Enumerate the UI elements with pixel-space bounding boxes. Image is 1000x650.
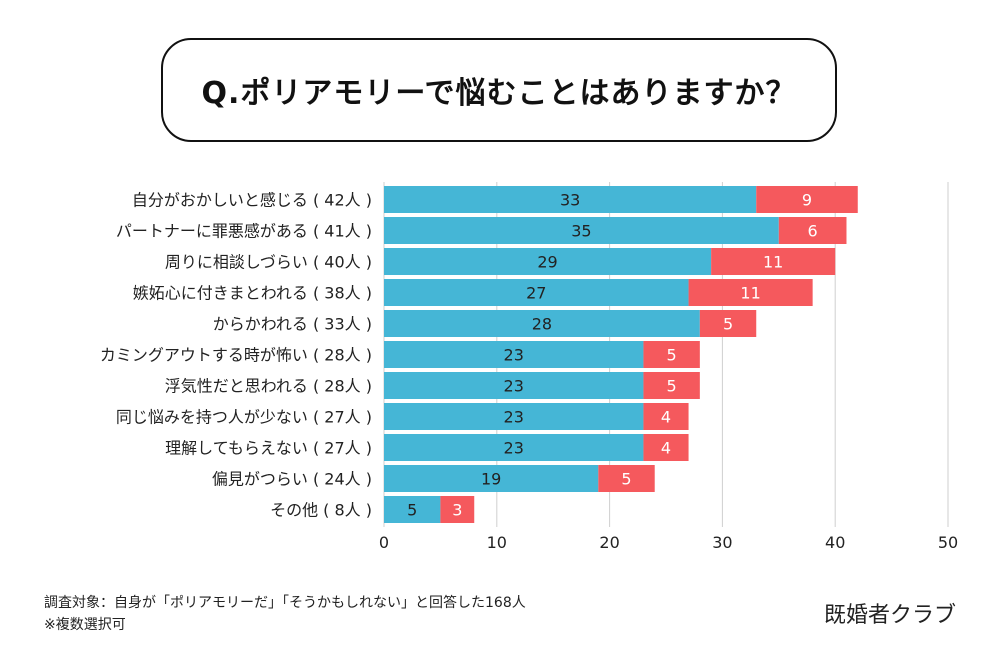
data-label: 5 <box>667 346 677 365</box>
data-label: 5 <box>667 377 677 396</box>
brand-name: 既婚者クラブ <box>823 603 956 628</box>
title-box: Q.ポリアモリーで悩むことはありますか？ <box>161 38 837 142</box>
data-label: 19 <box>481 470 501 489</box>
data-label: 33 <box>560 191 580 210</box>
bar-segment-blue <box>384 310 700 337</box>
bar-segment-red <box>756 186 858 213</box>
category-label: その他 ( 8人 ) <box>270 501 372 520</box>
bar-segment-blue <box>384 217 779 244</box>
bar-segment-red <box>643 372 700 399</box>
data-label: 28 <box>532 315 552 334</box>
footnote-multiple: ※複数選択可 <box>44 617 126 633</box>
data-label: 4 <box>661 439 671 458</box>
x-tick-label: 30 <box>712 533 732 552</box>
footnote: 調査対象：自身が「ポリアモリーだ」「そうかもしれない」と回答した168人 ※複数… <box>44 592 526 636</box>
x-tick-label: 10 <box>487 533 507 552</box>
bar-segment-blue <box>384 496 441 523</box>
data-label: 9 <box>802 191 812 210</box>
data-label: 29 <box>537 253 557 272</box>
category-label: パートナーに罪悪感がある ( 41人 ) <box>116 222 372 241</box>
bar-segment-red <box>711 248 836 275</box>
bar-segment-red <box>643 434 689 461</box>
bar-segment-red <box>778 217 847 244</box>
bar-segment-red <box>598 465 655 492</box>
data-label: 27 <box>526 284 546 303</box>
data-label: 5 <box>723 315 733 334</box>
bar-segment-red <box>699 310 757 337</box>
data-label: 23 <box>504 439 524 458</box>
data-label: 35 <box>571 222 591 241</box>
data-label: 23 <box>504 408 524 427</box>
data-label: 6 <box>808 222 818 241</box>
category-label: カミングアウトする時が怖い ( 28人 ) <box>100 346 372 365</box>
category-label: 嫉妬心に付きまとわれる ( 38人 ) <box>133 284 372 303</box>
bar-segment-blue <box>384 434 644 461</box>
data-label: 3 <box>452 501 462 520</box>
bar-segment-blue <box>384 465 599 492</box>
category-label: 周りに相談しづらい ( 40人 ) <box>165 253 372 272</box>
bar-segment-blue <box>384 372 644 399</box>
bar-segment-blue <box>384 248 712 275</box>
bar-segment-blue <box>384 186 757 213</box>
category-label: からかわれる ( 33人 ) <box>213 315 372 334</box>
bar-segment-red <box>643 403 689 430</box>
data-label: 4 <box>661 408 671 427</box>
data-label: 11 <box>763 253 783 272</box>
category-label: 浮気性だと思われる ( 28人 ) <box>165 377 372 396</box>
x-tick-label: 0 <box>379 533 389 552</box>
data-label: 11 <box>740 284 760 303</box>
data-label: 5 <box>407 501 417 520</box>
bar-segment-red <box>440 496 475 523</box>
data-label: 23 <box>504 346 524 365</box>
bar-segment-red <box>688 279 813 306</box>
x-tick-label: 40 <box>825 533 845 552</box>
data-label: 23 <box>504 377 524 396</box>
category-label: 偏見がつらい ( 24人 ) <box>212 470 372 489</box>
x-tick-label: 50 <box>938 533 958 552</box>
footnote-survey: 調査対象：自身が「ポリアモリーだ」「そうかもしれない」と回答した168人 <box>44 595 526 611</box>
chart-title: Q.ポリアモリーで悩むことはありますか？ <box>201 76 797 111</box>
bar-segment-blue <box>384 403 644 430</box>
data-label: 5 <box>621 470 631 489</box>
bar-segment-blue <box>384 341 644 368</box>
category-label: 自分がおかしいと感じる ( 42人 ) <box>132 191 372 210</box>
bar-segment-blue <box>384 279 689 306</box>
x-tick-label: 20 <box>599 533 619 552</box>
category-label: 理解してもらえない ( 27人 ) <box>165 439 372 458</box>
bar-segment-red <box>643 341 700 368</box>
category-label: 同じ悩みを持つ人が少ない ( 27人 ) <box>116 408 372 427</box>
